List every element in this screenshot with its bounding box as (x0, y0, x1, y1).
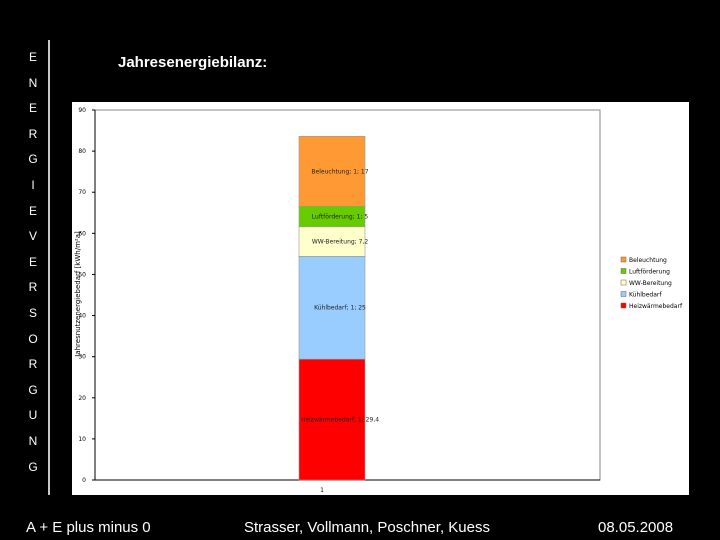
y-tick-label: 50 (78, 271, 86, 278)
data-label: Heizwärmebedarf; 1; 29,4 (301, 417, 379, 424)
y-tick-label: 80 (78, 148, 86, 155)
y-tick-label: 30 (78, 354, 86, 361)
data-label: WW-Bereitung; 7,2 (312, 239, 368, 246)
slide-title: Jahresenergiebilanz: (118, 54, 268, 71)
footer-left: A + E plus minus 0 (26, 519, 151, 536)
data-label: Beleuchtung; 1; 17 (311, 168, 368, 175)
x-tick-label: 1 (320, 487, 324, 494)
chart-panel: Jahresnutzenergiebedarf [kWh/m²a] 0 10 20 3… (72, 102, 689, 495)
y-tick-label: 70 (78, 189, 86, 196)
sidebar-letter: U (28, 408, 38, 423)
legend-entry: Beleuchtung (629, 257, 667, 264)
y-tick-label: 0 (82, 477, 86, 484)
y-tick-label: 90 (78, 107, 86, 114)
sidebar-letter: G (28, 152, 38, 167)
footer-date: 08.05.2008 (598, 519, 674, 536)
legend-swatch (620, 268, 627, 274)
sidebar-letter: O (28, 331, 38, 346)
sidebar-letter: R (28, 126, 38, 141)
stacked-bar-chart: Jahresnutzenergiebedarf [kWh/m²a] 0 10 20 3… (74, 107, 683, 494)
legend-entry: Kühlbedarf (629, 292, 662, 299)
y-tick-label: 20 (78, 395, 86, 402)
bar-segment (298, 358, 366, 481)
sidebar-letter: E (28, 50, 37, 64)
y-axis-label: Jahresnutzenergiebedarf [kWh/m²a] (74, 231, 82, 358)
legend-entry: Heizwärmebedarf (629, 303, 683, 310)
footer-center: Strasser, Vollmann, Poschner, Kuess (244, 519, 490, 536)
legend-swatch (620, 279, 627, 286)
sidebar-letter: N (28, 75, 38, 90)
legend-swatch (620, 256, 627, 263)
sidebar-letter: I (31, 178, 35, 192)
legend-entry: Luftförderung (629, 269, 670, 276)
legend-entry: WW-Bereitung (629, 280, 672, 287)
sidebar-letter: S (28, 306, 37, 320)
sidebar-letter: G (28, 459, 38, 474)
y-tick-label: 60 (78, 230, 86, 237)
sidebar-letter: E (28, 254, 37, 269)
y-tick-label: 10 (78, 436, 86, 443)
sidebar-letter: R (28, 357, 38, 372)
sidebar-letter: V (28, 229, 37, 244)
sidebar-letter: R (28, 280, 38, 295)
data-label: Luftförderung; 1; 5 (312, 213, 369, 220)
sidebar-letter: N (28, 434, 38, 448)
data-label: Kühlbedarf; 1; 25 (314, 305, 366, 312)
sidebar-letter: E (28, 203, 37, 218)
bar-segment (298, 136, 366, 207)
legend-swatch (620, 291, 627, 297)
y-tick-label: 40 (78, 313, 86, 320)
legend-swatch (620, 302, 627, 309)
sidebar-letter: G (28, 382, 38, 397)
sidebar-letter: E (28, 101, 37, 116)
